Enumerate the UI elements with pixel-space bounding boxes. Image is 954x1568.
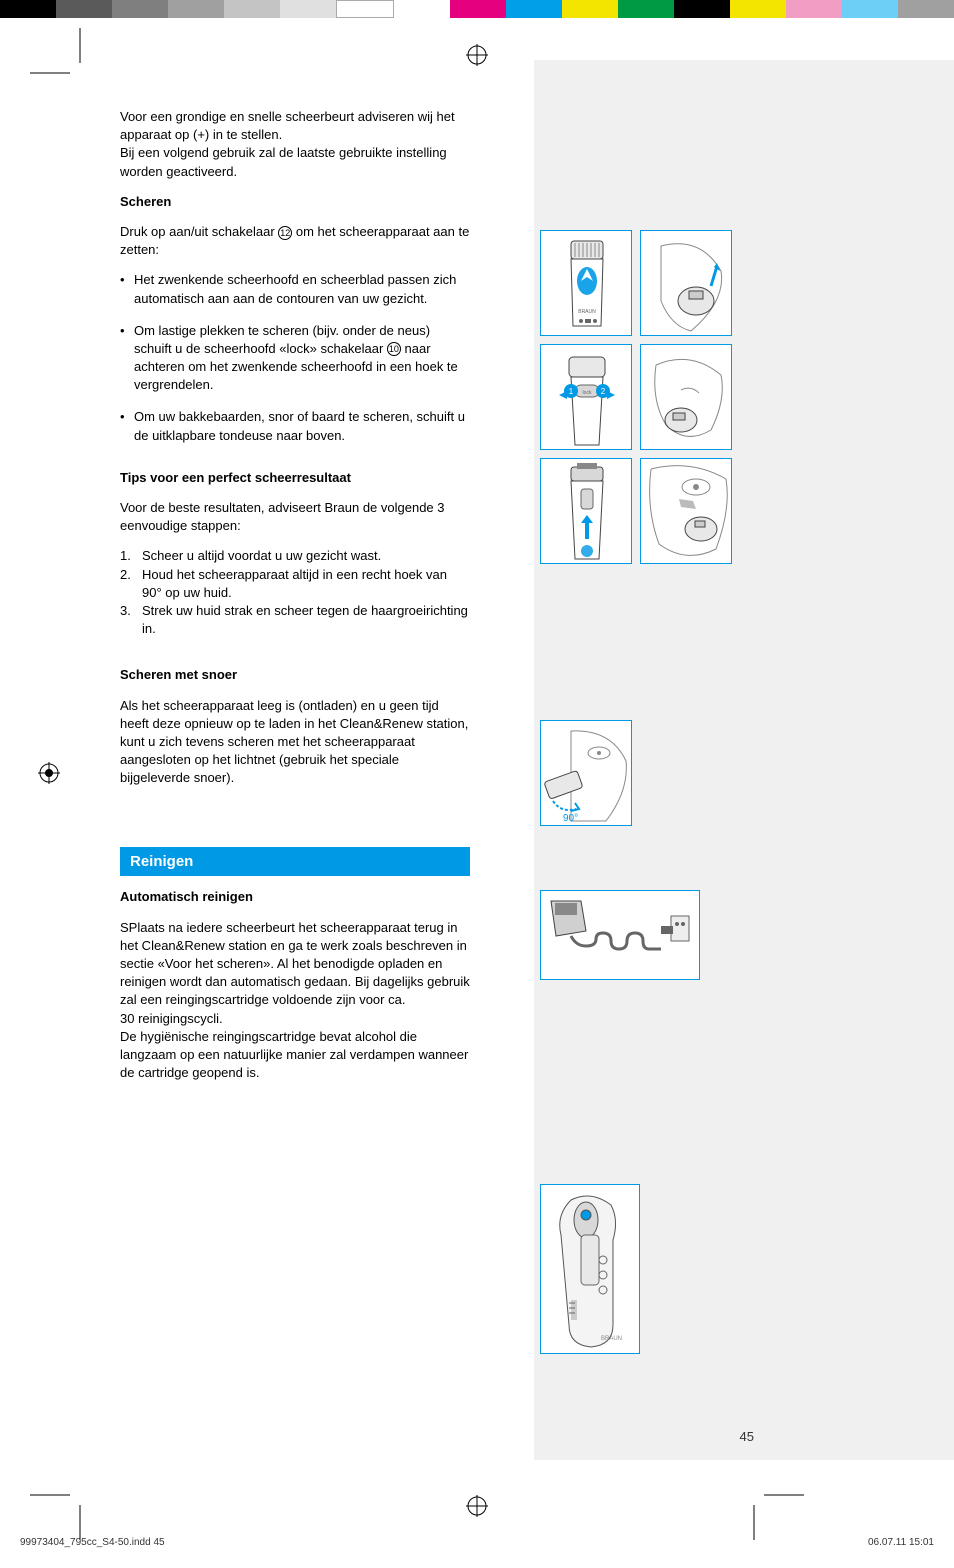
list-item: Het zwenkende scheerhoofd en scheerblad …: [120, 271, 470, 307]
list-item: 2.Houd het scheerapparaat altijd in een …: [120, 566, 470, 602]
illustration-trimmer-up: [540, 458, 632, 564]
footer-filename: 99973404_795cc_S4-50.indd 45: [20, 1536, 165, 1550]
crop-mark-icon: [30, 1480, 90, 1540]
illustration-under-nose: [640, 344, 732, 450]
illustration-column: BRAUN lock 1 2: [540, 230, 740, 572]
snoer-text: Als het scheerapparaat leeg is (ontladen…: [120, 697, 470, 788]
list-item: 1.Scheer u altijd voordat u uw gezicht w…: [120, 547, 470, 565]
auto-text-3: De hygiënische reingingscartridge bevat …: [120, 1028, 470, 1083]
registration-mark-icon: [38, 762, 60, 791]
tips-heading: Tips voor een perfect scheerresultaat: [120, 469, 470, 487]
illustration-cord: [540, 890, 700, 980]
snoer-heading: Scheren met snoer: [120, 666, 470, 684]
svg-text:2: 2: [601, 387, 606, 396]
illustration-lock-switch: lock 1 2: [540, 344, 632, 450]
illustration-sideburn: [640, 458, 732, 564]
svg-text:90°: 90°: [563, 813, 578, 824]
tips-intro: Voor de beste resultaten, adviseert Brau…: [120, 499, 470, 535]
illustration-90-degree: 90°: [540, 720, 632, 826]
list-item: Om uw bakkebaarden, snor of baard te sch…: [120, 408, 470, 444]
illustration-face-contour: [640, 230, 732, 336]
illustration-shaver-front: BRAUN: [540, 230, 632, 336]
svg-text:1: 1: [569, 387, 574, 396]
illustration-cleaning-station: BRAUN: [540, 1184, 640, 1354]
page-number: 45: [740, 1428, 754, 1446]
crop-mark-icon: [744, 1480, 804, 1540]
list-item: 3.Strek uw huid strak en scheer tegen de…: [120, 602, 470, 638]
svg-text:lock: lock: [583, 390, 592, 396]
main-text-column: Voor een grondige en snelle scheerbeurt …: [120, 108, 470, 1094]
crop-mark-icon: [30, 28, 90, 88]
color-registration-bar: [0, 0, 954, 18]
svg-text:BRAUN: BRAUN: [578, 309, 596, 315]
reference-number-icon: 10: [387, 342, 401, 356]
svg-text:BRAUN: BRAUN: [601, 1336, 622, 1342]
reference-number-icon: 12: [278, 226, 292, 240]
tips-list: 1.Scheer u altijd voordat u uw gezicht w…: [120, 547, 470, 638]
list-item: Om lastige plekken te scheren (bijv. ond…: [120, 322, 470, 395]
footer-timestamp: 06.07.11 15:01: [868, 1536, 934, 1550]
intro-text-2: Bij een volgend gebruik zal de laatste g…: [120, 145, 447, 178]
registration-mark-icon: [466, 1495, 488, 1524]
auto-text-2: 30 reinigingscycli.: [120, 1010, 470, 1028]
scheren-intro: Druk op aan/uit schakelaar 12 om het sch…: [120, 223, 470, 259]
registration-mark-icon: [466, 44, 488, 73]
intro-text: Voor een grondige en snelle scheerbeurt …: [120, 109, 455, 142]
reinigen-section-heading: Reinigen: [120, 847, 470, 876]
auto-text-1: SPlaats na iedere scheerbeurt het scheer…: [120, 919, 470, 1010]
scheren-bullets: Het zwenkende scheerhoofd en scheerblad …: [120, 271, 470, 445]
auto-heading: Automatisch reinigen: [120, 888, 470, 906]
scheren-heading: Scheren: [120, 193, 470, 211]
